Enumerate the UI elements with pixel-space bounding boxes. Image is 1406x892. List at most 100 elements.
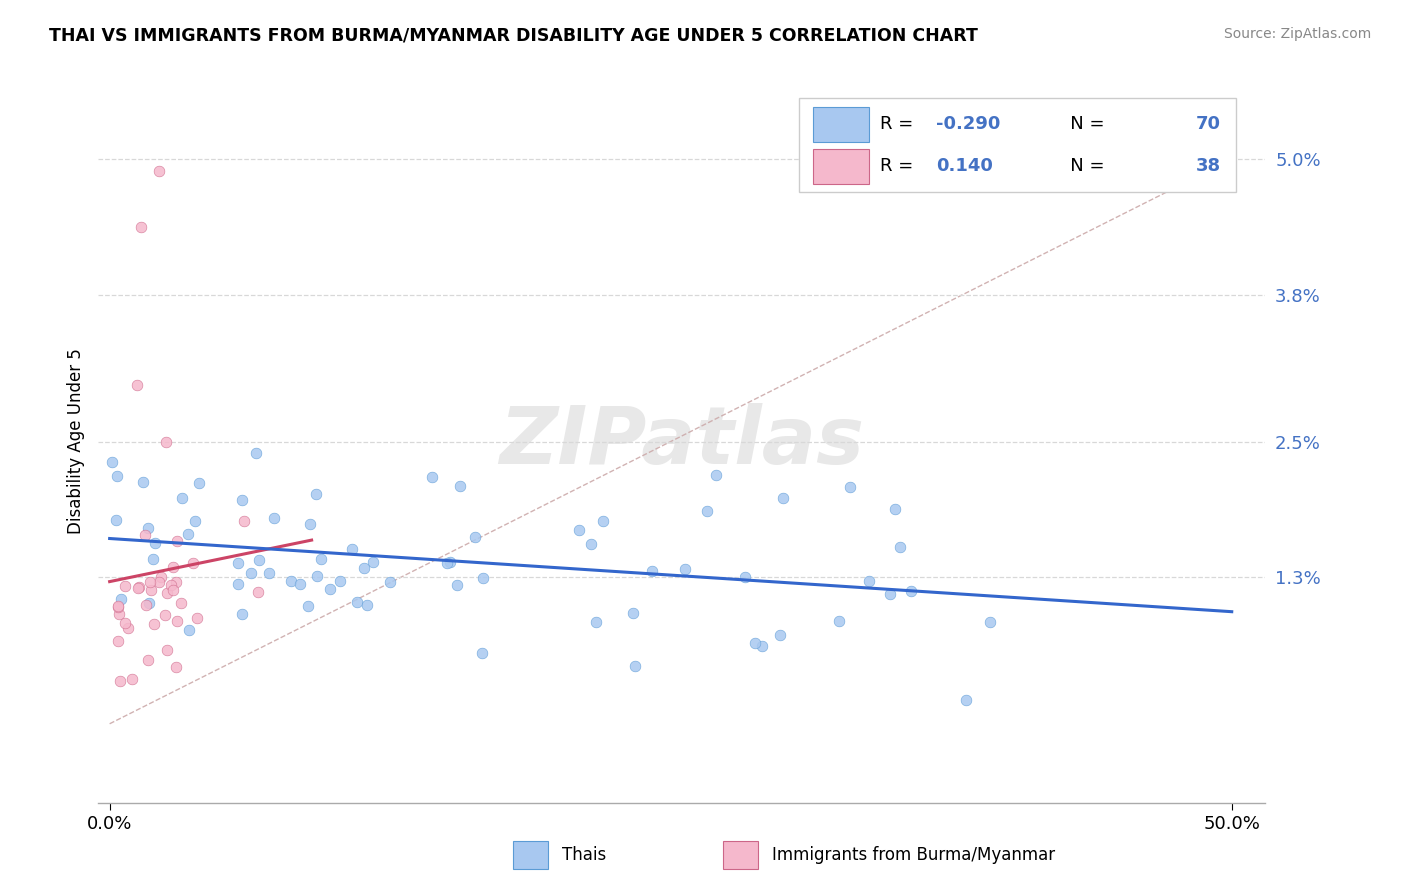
Point bbox=[245, 446, 267, 460]
Point bbox=[342, 541, 364, 556]
Point bbox=[128, 580, 150, 594]
Point bbox=[446, 578, 468, 592]
Point bbox=[134, 528, 156, 542]
Point bbox=[704, 468, 727, 483]
Text: THAI VS IMMIGRANTS FROM BURMA/MYANMAR DISABILITY AGE UNDER 5 CORRELATION CHART: THAI VS IMMIGRANTS FROM BURMA/MYANMAR DI… bbox=[49, 27, 979, 45]
Point bbox=[240, 566, 263, 581]
Point bbox=[156, 586, 179, 600]
Point bbox=[439, 555, 461, 569]
Point bbox=[624, 659, 647, 673]
Point bbox=[166, 659, 188, 673]
Point bbox=[143, 536, 166, 550]
Point bbox=[955, 692, 977, 706]
Point bbox=[166, 614, 188, 628]
Point bbox=[772, 491, 794, 505]
Point bbox=[226, 577, 249, 591]
Point bbox=[879, 587, 901, 601]
Text: -0.290: -0.290 bbox=[936, 115, 1001, 133]
Point bbox=[148, 163, 170, 178]
Point bbox=[135, 598, 157, 612]
Point bbox=[114, 579, 136, 593]
Point bbox=[162, 559, 184, 574]
Point bbox=[464, 530, 486, 544]
Point bbox=[585, 615, 607, 630]
Point bbox=[101, 455, 124, 469]
Point bbox=[108, 607, 131, 621]
Point bbox=[107, 599, 129, 614]
Point bbox=[889, 540, 911, 554]
Point bbox=[166, 534, 188, 549]
Point bbox=[139, 575, 162, 590]
Point bbox=[176, 527, 198, 541]
Point bbox=[179, 624, 201, 638]
Point bbox=[884, 502, 907, 516]
Text: R =: R = bbox=[880, 157, 920, 175]
Point bbox=[298, 517, 321, 532]
Point bbox=[247, 552, 270, 566]
Point bbox=[356, 598, 378, 612]
Point bbox=[114, 615, 136, 630]
Point bbox=[288, 577, 311, 591]
Point bbox=[138, 653, 160, 667]
Point bbox=[380, 575, 402, 590]
Point bbox=[148, 575, 170, 590]
Bar bbox=[723, 841, 758, 869]
Point bbox=[107, 633, 129, 648]
Point bbox=[311, 552, 333, 566]
Point bbox=[471, 646, 494, 660]
Point bbox=[329, 574, 352, 588]
Point bbox=[247, 585, 270, 599]
Point bbox=[127, 581, 149, 595]
Text: Immigrants from Burma/Myanmar: Immigrants from Burma/Myanmar bbox=[772, 846, 1054, 863]
Point bbox=[104, 513, 127, 527]
Point bbox=[280, 574, 302, 588]
Point bbox=[744, 636, 766, 650]
Point bbox=[141, 582, 163, 597]
Y-axis label: Disability Age Under 5: Disability Age Under 5 bbox=[66, 349, 84, 534]
Point bbox=[142, 617, 165, 632]
Text: 0.140: 0.140 bbox=[936, 157, 993, 175]
Point bbox=[979, 615, 1001, 629]
Text: R =: R = bbox=[880, 115, 920, 133]
Point bbox=[592, 514, 614, 528]
Bar bbox=[799, 98, 1236, 193]
Text: 38: 38 bbox=[1195, 157, 1220, 175]
Point bbox=[149, 570, 172, 584]
Point bbox=[297, 599, 319, 614]
Point bbox=[436, 557, 458, 571]
Point bbox=[319, 582, 342, 597]
Point bbox=[186, 611, 208, 625]
Point bbox=[353, 561, 375, 575]
Point bbox=[117, 621, 139, 635]
Point bbox=[449, 479, 471, 493]
Point bbox=[156, 642, 179, 657]
Point bbox=[751, 639, 773, 653]
Point bbox=[172, 491, 194, 505]
Point bbox=[579, 537, 602, 551]
Point bbox=[839, 480, 862, 494]
Bar bbox=[813, 149, 869, 184]
Point bbox=[231, 492, 253, 507]
Point bbox=[153, 608, 176, 623]
Text: Thais: Thais bbox=[562, 846, 606, 863]
Point bbox=[165, 574, 187, 589]
Point bbox=[110, 673, 132, 688]
Bar bbox=[813, 107, 869, 142]
Point bbox=[900, 584, 922, 599]
Point bbox=[641, 564, 664, 578]
Point bbox=[107, 599, 129, 613]
Point bbox=[257, 566, 280, 580]
Text: Source: ZipAtlas.com: Source: ZipAtlas.com bbox=[1223, 27, 1371, 41]
Point bbox=[188, 475, 211, 490]
Point bbox=[160, 578, 183, 592]
Bar bbox=[513, 841, 548, 869]
Point bbox=[110, 591, 132, 606]
Point bbox=[734, 570, 756, 584]
Point bbox=[233, 514, 256, 528]
Point bbox=[138, 596, 160, 610]
Text: 70: 70 bbox=[1195, 115, 1220, 133]
Point bbox=[226, 556, 249, 570]
Text: ZIPatlas: ZIPatlas bbox=[499, 402, 865, 481]
Point bbox=[155, 434, 177, 449]
Point bbox=[263, 510, 285, 524]
